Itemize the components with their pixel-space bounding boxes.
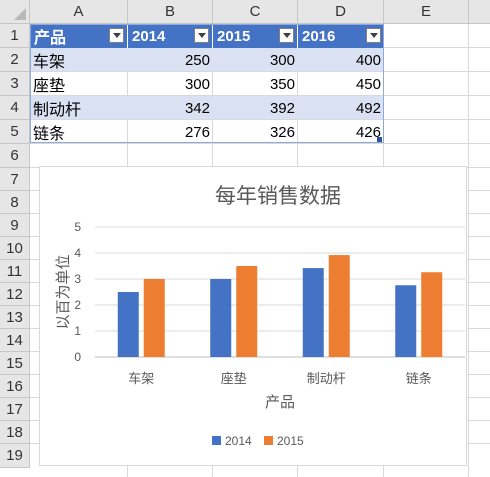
gridline — [30, 143, 490, 144]
bar-2014 — [210, 279, 232, 357]
select-all-corner[interactable] — [0, 0, 30, 24]
bar-2014 — [395, 285, 417, 357]
row-header[interactable]: 19 — [0, 444, 30, 468]
column-header-c[interactable]: C — [213, 0, 298, 24]
column-header-a[interactable]: A — [30, 0, 128, 24]
column-header-overflow — [469, 0, 490, 24]
bar-2014 — [302, 268, 324, 357]
table-cell[interactable]: 492 — [355, 99, 381, 117]
table-row-band — [30, 48, 384, 71]
header-label: 2016 — [302, 27, 336, 45]
x-tick-label: 制动杆 — [307, 371, 346, 386]
filter-dropdown-icon[interactable] — [194, 28, 209, 43]
table-cell[interactable]: 350 — [269, 75, 295, 93]
x-tick-label: 车架 — [128, 371, 154, 386]
bar-2015 — [236, 266, 258, 357]
y-tick-label: 5 — [74, 220, 81, 234]
row-header[interactable]: 15 — [0, 352, 30, 375]
chart-title: 每年销售数据 — [215, 185, 341, 208]
table-cell[interactable]: 450 — [355, 75, 381, 93]
row-header[interactable]: 14 — [0, 329, 30, 352]
row-header[interactable]: 5 — [0, 120, 30, 144]
gridline — [30, 71, 490, 72]
filter-dropdown-icon[interactable] — [366, 28, 381, 43]
bar-2015 — [328, 255, 350, 357]
bar-2014 — [117, 292, 139, 357]
header-label: 2015 — [217, 27, 251, 45]
table-cell[interactable]: 392 — [269, 99, 295, 117]
row-header[interactable]: 16 — [0, 375, 30, 398]
table-cell[interactable]: 链条 — [33, 126, 66, 143]
y-tick-label: 0 — [74, 350, 81, 364]
table-cell[interactable]: 车架 — [33, 54, 66, 71]
row-header[interactable]: 13 — [0, 306, 30, 329]
column-header-e[interactable]: E — [384, 0, 469, 24]
y-tick-label: 2 — [74, 298, 81, 312]
y-tick-label: 3 — [74, 272, 81, 286]
gridline — [30, 95, 490, 96]
table-cell[interactable]: 制动杆 — [33, 102, 82, 119]
x-axis-label: 产品 — [265, 394, 295, 411]
table-cell[interactable]: 276 — [184, 123, 210, 141]
y-tick-label: 1 — [74, 324, 81, 338]
x-tick-label: 座垫 — [221, 371, 247, 386]
legend-swatch-2014 — [212, 436, 221, 445]
table-cell[interactable]: 326 — [269, 123, 295, 141]
row-header[interactable]: 1 — [0, 24, 30, 48]
table-cell[interactable]: 300 — [269, 51, 295, 69]
row-header[interactable]: 11 — [0, 260, 30, 283]
table-cell[interactable]: 342 — [184, 99, 210, 117]
row-header[interactable]: 8 — [0, 191, 30, 214]
table-cell[interactable]: 400 — [355, 51, 381, 69]
table-header-2014[interactable]: 2014 — [128, 24, 213, 48]
row-header[interactable]: 6 — [0, 144, 30, 168]
select-all-triangle-icon — [14, 8, 26, 20]
row-header[interactable]: 17 — [0, 398, 30, 421]
table-header-2015[interactable]: 2015 — [213, 24, 298, 48]
row-header[interactable]: 2 — [0, 48, 30, 72]
table-row-band — [30, 96, 384, 119]
header-label: 产品 — [34, 30, 67, 47]
table-header-product[interactable]: 产品 — [30, 24, 128, 48]
row-header[interactable]: 12 — [0, 283, 30, 306]
sales-chart[interactable]: 每年销售数据 0 1 2 3 4 5 以百为单位车架 座垫 制动杆 链条产品 2014 2015 — [39, 166, 467, 466]
table-resize-handle-icon[interactable] — [377, 137, 382, 142]
row-header[interactable]: 10 — [0, 237, 30, 260]
header-label: 2014 — [132, 27, 166, 45]
table-cell[interactable]: 座垫 — [33, 78, 66, 95]
x-tick-label: 链条 — [406, 371, 432, 386]
bar-2015 — [143, 279, 165, 357]
row-header[interactable]: 4 — [0, 96, 30, 120]
table-cell[interactable]: 250 — [184, 51, 210, 69]
filter-dropdown-icon[interactable] — [279, 28, 294, 43]
legend-swatch-2015 — [264, 436, 273, 445]
bar-2015 — [421, 272, 443, 357]
filter-dropdown-icon[interactable] — [109, 28, 124, 43]
y-tick-label: 4 — [74, 246, 81, 260]
y-axis-label: 以百为单位 — [55, 254, 72, 329]
column-header-d[interactable]: D — [298, 0, 384, 24]
gridline — [468, 24, 469, 477]
row-header[interactable]: 9 — [0, 214, 30, 237]
row-header[interactable]: 18 — [0, 421, 30, 444]
gridline — [30, 119, 490, 120]
legend-label: 2014 — [225, 434, 252, 448]
table-cell[interactable]: 300 — [184, 75, 210, 93]
row-header[interactable]: 3 — [0, 72, 30, 96]
table-cell[interactable]: 426 — [355, 123, 381, 141]
table-header-2016[interactable]: 2016 — [298, 24, 384, 48]
row-header[interactable]: 7 — [0, 168, 30, 191]
legend-label: 2015 — [277, 434, 304, 448]
column-header-b[interactable]: B — [128, 0, 213, 24]
